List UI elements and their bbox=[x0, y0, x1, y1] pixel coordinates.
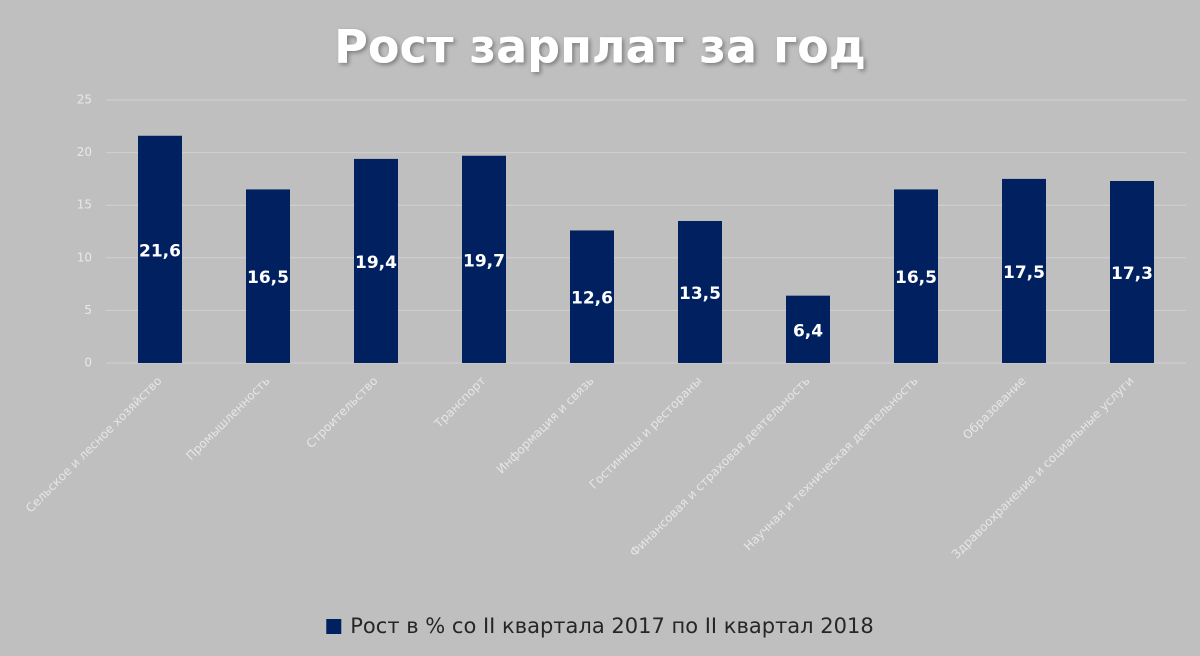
bar bbox=[1110, 181, 1154, 363]
y-tick-label: 20 bbox=[77, 145, 92, 159]
legend-swatch bbox=[326, 619, 342, 634]
data-label: 6,4 bbox=[793, 321, 823, 341]
data-label: 17,3 bbox=[1111, 264, 1153, 284]
y-tick-label: 0 bbox=[84, 356, 92, 370]
bar bbox=[1002, 178, 1046, 363]
bar bbox=[786, 295, 830, 363]
y-tick-label: 5 bbox=[84, 303, 92, 317]
bar bbox=[570, 230, 614, 363]
data-label: 16,5 bbox=[895, 268, 937, 288]
data-label: 19,7 bbox=[463, 251, 505, 271]
bar bbox=[678, 220, 722, 363]
data-label: 21,6 bbox=[139, 241, 181, 261]
bar bbox=[138, 135, 182, 363]
data-label: 19,4 bbox=[355, 253, 397, 273]
data-label: 16,5 bbox=[247, 268, 289, 288]
legend-label: Рост в % со II квартала 2017 по II кварт… bbox=[350, 614, 873, 638]
y-tick-label: 10 bbox=[77, 250, 92, 264]
chart-title: Рост зарплат за год bbox=[334, 20, 866, 74]
bar bbox=[462, 155, 506, 363]
data-label: 12,6 bbox=[571, 289, 613, 309]
y-tick-label: 25 bbox=[77, 93, 92, 107]
y-tick-label: 15 bbox=[77, 198, 92, 212]
data-label: 17,5 bbox=[1003, 263, 1045, 283]
data-label: 13,5 bbox=[679, 284, 721, 304]
bar bbox=[246, 189, 290, 363]
bar bbox=[354, 158, 398, 363]
bar bbox=[894, 189, 938, 363]
